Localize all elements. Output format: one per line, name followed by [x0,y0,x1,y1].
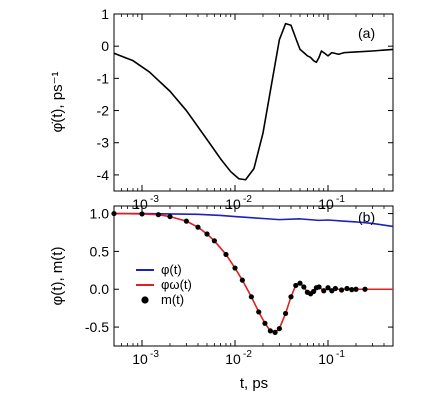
y-axis-label-b: φ(t), m(t) [49,247,66,306]
legend-marker [141,296,149,304]
marker-point-b [267,328,273,334]
marker-point-b [239,277,245,283]
x-tick-exponent-a: -1 [336,194,345,205]
marker-point-b [155,212,161,218]
marker-point-b [139,211,145,217]
x-tick-label-b: 10 [318,351,334,367]
y-tick-label-a: 0 [101,38,109,54]
panel-a: 10-1-2-3-410 -3 10 -2 10 -1 (a) φ̇(t), ps⁻¹ [49,6,394,212]
marker-point-b [276,325,282,332]
y-tick-label-a: -3 [97,135,110,151]
marker-point-b [282,310,289,317]
x-tick-exponent-a: -2 [243,194,252,205]
y-axis-label-a: φ̇(t), ps⁻¹ [49,72,66,133]
x-tick-exponent-b: -1 [336,349,345,360]
x-tick-label-a: 10 [225,196,241,212]
legend-b: φ(t)φω(t)m(t) [136,262,192,307]
x-tick-exponent-a: -3 [150,194,159,205]
y-tick-label-b: 0.5 [90,243,110,259]
panel-b: 1.00.50.0-0.510 -3 10 -2 10 -1 (b) φ(t), m(t)… [49,205,394,392]
marker-point-b [301,284,307,290]
marker-point-b [325,285,331,291]
x-tick-label-b: 10 [132,351,148,367]
y-tick-label-a: 1 [101,6,109,22]
marker-point-b [349,287,355,293]
marker-point-b [297,280,303,286]
marker-point-b [362,286,368,292]
marker-point-b [293,282,299,289]
y-tick-label-a: -1 [97,70,110,86]
y-tick-label-a: -4 [97,167,110,183]
panel-label-a: (a) [358,25,375,41]
x-tick-exponent-b: -2 [243,349,252,360]
marker-point-b [232,265,238,271]
marker-point-b [272,329,278,335]
plot-frame-b [113,205,394,347]
marker-point-b [262,320,268,326]
legend-label: φω(t) [161,277,192,292]
marker-point-b [248,294,254,300]
legend-label: m(t) [161,292,184,307]
marker-point-b [338,287,345,293]
series-line-a-0 [113,22,394,181]
marker-point-b [223,251,229,258]
marker-point-b [167,213,173,220]
marker-point-b [204,231,210,237]
series-line-b-1 [113,212,393,334]
marker-point-b [183,218,189,224]
x-tick-label-a: 10 [318,196,334,212]
marker-point-b [316,284,322,290]
marker-point-b [332,285,338,292]
series-a [113,22,394,181]
legend-label: φ(t) [161,262,182,277]
marker-point-b [111,210,117,217]
marker-point-b [353,286,359,292]
y-tick-label-a: -2 [97,103,110,119]
y-tick-label-b: 1.0 [90,206,110,222]
series-b [111,210,394,335]
x-tick-label-a: 10 [132,196,148,212]
plot-frame-a [113,13,394,192]
marker-point-b [344,285,350,292]
y-tick-label-b: 0.0 [90,281,110,297]
marker-point-b [195,224,201,230]
marker-point-b [310,288,317,295]
ticks-b: 1.00.50.0-0.510 -3 10 -2 10 -1 [85,206,393,367]
x-tick-label-b: 10 [225,351,241,367]
y-tick-label-b: -0.5 [85,319,109,335]
marker-point-b [256,309,262,315]
panel-label-b: (b) [358,209,375,225]
x-tick-exponent-b: -3 [150,349,159,360]
marker-point-b [321,288,327,294]
x-axis-label-b: t, ps [240,375,268,392]
ticks-a: 10-1-2-3-410 -3 10 -2 10 -1 [97,6,393,212]
marker-point-b [211,238,217,244]
series-line-b-0 [114,212,394,228]
marker-point-b [288,294,294,300]
